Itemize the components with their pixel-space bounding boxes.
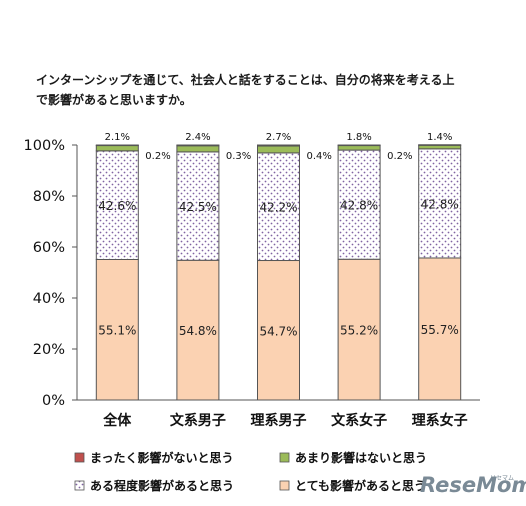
watermark-sub: リセマム xyxy=(490,475,514,482)
x-tick-label: 理系男子 xyxy=(251,412,307,429)
data-label-middle: 42.2% xyxy=(259,201,297,215)
bar-segment-3 xyxy=(95,145,139,152)
data-label-bottom: 54.8% xyxy=(179,324,217,338)
bar-segment-1 xyxy=(95,258,139,401)
x-tick-label: 文系女子 xyxy=(331,412,387,429)
legend-label: ある程度影響があると思う xyxy=(90,478,234,493)
data-label-bottom: 55.7% xyxy=(421,323,459,337)
data-label-side: 0.2% xyxy=(145,151,170,162)
data-label-bottom: 55.2% xyxy=(340,324,378,338)
y-tick-label: 20% xyxy=(33,342,65,358)
y-tick-label: 100% xyxy=(24,138,65,154)
legend-label: あまり影響はないと思う xyxy=(295,450,427,465)
legend-swatch xyxy=(74,480,85,491)
legend-swatch xyxy=(279,452,290,463)
chart-title-line-1: インターンシップを通じて、社会人と話をすることは、自分の将来を考える上 xyxy=(36,72,454,87)
x-tick-label: 全体 xyxy=(102,412,132,429)
legend-swatch xyxy=(279,480,290,491)
bar-segment-2 xyxy=(337,149,381,260)
bar-segment-1 xyxy=(257,260,300,401)
data-label-top: 2.7% xyxy=(266,132,291,143)
bar-segment-4 xyxy=(418,144,462,146)
data-label-bottom: 55.1% xyxy=(98,324,136,338)
bar-segment-4 xyxy=(337,144,381,147)
watermark-logo: ReseMom リセマム xyxy=(420,473,526,497)
legend-label: とても影響があると思う xyxy=(295,478,426,493)
data-label-side: 0.2% xyxy=(387,151,412,162)
bar-segment-3 xyxy=(257,145,300,154)
bar-segment-2 xyxy=(418,148,462,259)
data-label-top: 1.8% xyxy=(346,132,371,143)
y-tick-label: 40% xyxy=(33,291,65,307)
x-tick-label: 文系男子 xyxy=(170,412,226,429)
data-label-side: 0.4% xyxy=(307,151,332,162)
y-tick-label: 60% xyxy=(33,240,65,256)
data-label-top: 1.4% xyxy=(427,132,452,143)
bar-segment-4 xyxy=(176,144,220,147)
bar-segment-3 xyxy=(337,145,381,151)
legend-label: まったく影響がないと思う xyxy=(90,450,234,465)
legend-swatch xyxy=(74,452,85,463)
bar-segment-4 xyxy=(95,144,139,147)
data-label-middle: 42.6% xyxy=(98,199,136,213)
data-label-bottom: 54.7% xyxy=(259,324,297,338)
y-tick-label: 0% xyxy=(42,393,65,409)
x-tick-label: 理系女子 xyxy=(412,412,468,429)
bar-segment-1 xyxy=(418,257,462,401)
y-tick-label: 80% xyxy=(33,189,65,205)
data-label-top: 2.4% xyxy=(185,132,210,143)
bar-segment-4 xyxy=(257,144,300,147)
data-label-middle: 42.8% xyxy=(340,199,378,213)
data-label-middle: 42.5% xyxy=(179,200,217,214)
data-label-middle: 42.8% xyxy=(421,197,459,211)
watermark-text: ReseMom xyxy=(420,473,526,497)
chart-title-line-2: で影響があると思いますか。 xyxy=(36,92,192,107)
bar-segment-3 xyxy=(176,145,220,153)
data-label-top: 2.1% xyxy=(105,132,130,143)
data-label-side: 0.3% xyxy=(226,151,251,162)
bar-segment-1 xyxy=(176,259,220,401)
plot-area: 0% 20% 40% 60% 80% 100% 55.1% 42.6% 2.1% 0.2% 全体 54… xyxy=(24,132,480,429)
bar-segment-2 xyxy=(95,150,139,260)
bar-segment-2 xyxy=(176,151,220,261)
